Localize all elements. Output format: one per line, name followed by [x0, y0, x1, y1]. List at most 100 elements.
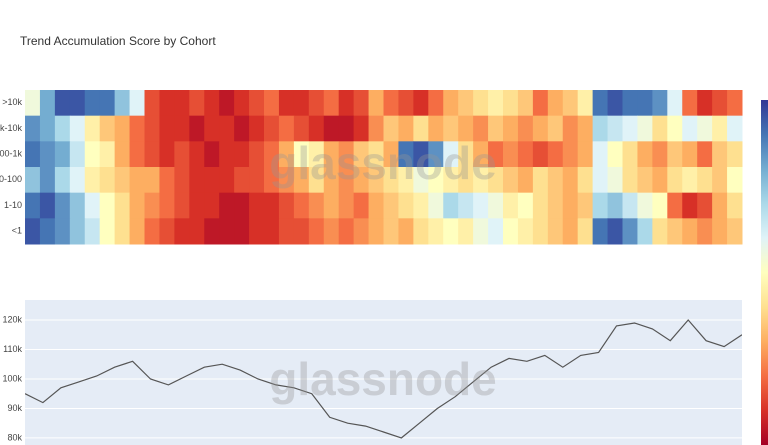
- heat-cell: [652, 115, 668, 142]
- heat-cell: [174, 90, 190, 117]
- heat-cell: [25, 192, 41, 219]
- heat-cell: [667, 90, 683, 117]
- heat-cell: [682, 218, 698, 245]
- heat-cell: [249, 141, 265, 168]
- heat-cell: [234, 192, 250, 219]
- heat-cell: [697, 141, 713, 168]
- heat-cell: [338, 192, 355, 219]
- heat-cell: [54, 218, 71, 245]
- heat-cell: [622, 192, 638, 219]
- heat-cell: [204, 141, 220, 168]
- heat-cell: [517, 90, 534, 117]
- heat-cell: [503, 167, 519, 194]
- watermark: glassnode: [269, 137, 497, 189]
- heat-cell: [383, 90, 399, 117]
- heat-cell: [234, 167, 250, 194]
- heat-cell: [84, 90, 101, 117]
- heat-cell: [159, 90, 175, 117]
- heat-cell: [278, 141, 295, 168]
- heat-cell: [383, 167, 399, 194]
- heat-cell: [264, 141, 280, 168]
- heat-cell: [697, 90, 713, 117]
- heat-cell: [159, 218, 175, 245]
- heat-cell: [69, 90, 86, 117]
- y-tick-label: 90k: [7, 403, 22, 413]
- heat-cell: [368, 90, 384, 117]
- heat-cell: [562, 167, 579, 194]
- heat-cell: [159, 192, 175, 219]
- heat-cell: [712, 192, 728, 219]
- heat-cell: [159, 167, 175, 194]
- heat-cell: [562, 141, 579, 168]
- heat-cell: [249, 218, 265, 245]
- heat-cell: [219, 192, 235, 219]
- heat-cell: [129, 115, 145, 142]
- heat-cell: [727, 141, 743, 168]
- heat-cell: [293, 141, 310, 168]
- heat-cell: [443, 115, 459, 142]
- heat-cell: [383, 192, 399, 219]
- heat-cell: [278, 115, 295, 142]
- heat-cell: [443, 192, 459, 219]
- heat-cell: [503, 90, 519, 117]
- heat-cell: [234, 90, 250, 117]
- heat-cell: [443, 90, 459, 117]
- heat-cell: [607, 192, 623, 219]
- heat-cell: [592, 218, 609, 245]
- heat-cell: [473, 90, 489, 117]
- heat-cell: [652, 141, 668, 168]
- heat-cell: [652, 218, 668, 245]
- heat-cell: [159, 115, 175, 142]
- heat-cell: [637, 141, 653, 168]
- heat-cell: [54, 192, 71, 219]
- heat-cell: [144, 90, 160, 117]
- heat-cell: [144, 141, 160, 168]
- heat-cell: [682, 115, 698, 142]
- heat-cell: [174, 167, 190, 194]
- heat-cell: [577, 192, 594, 219]
- heat-cell: [204, 90, 220, 117]
- y-tick-label: 120k: [2, 314, 22, 324]
- heat-cell: [84, 192, 101, 219]
- heat-cell: [428, 90, 444, 117]
- watermark: glassnode: [269, 353, 497, 405]
- heat-cell: [114, 218, 131, 245]
- heat-cell: [99, 218, 116, 245]
- heat-cell: [189, 115, 205, 142]
- heat-cell: [652, 167, 668, 194]
- heat-cell: [264, 192, 280, 219]
- heat-cell: [69, 167, 86, 194]
- heat-cell: [488, 167, 504, 194]
- heat-cell: [547, 141, 564, 168]
- heat-cell: [84, 218, 101, 245]
- heat-cell: [249, 167, 265, 194]
- heat-cell: [249, 115, 265, 142]
- heat-cell: [697, 115, 713, 142]
- heat-cell: [69, 141, 86, 168]
- heat-cell: [204, 192, 220, 219]
- heat-cell: [219, 218, 235, 245]
- heat-cell: [682, 90, 698, 117]
- heat-cell: [189, 167, 205, 194]
- heat-cell: [338, 141, 355, 168]
- heat-cell: [368, 167, 384, 194]
- line-plot: [25, 319, 742, 439]
- heat-cell: [592, 90, 609, 117]
- heat-cell: [99, 90, 116, 117]
- heat-cell: [517, 141, 534, 168]
- heat-cell: [204, 218, 220, 245]
- heat-cell: [69, 192, 86, 219]
- heat-cell: [667, 167, 683, 194]
- heat-cell: [278, 167, 295, 194]
- heat-cell: [532, 218, 549, 245]
- heat-cell: [114, 167, 131, 194]
- heat-cell: [308, 141, 325, 168]
- heat-cell: [458, 90, 474, 117]
- heat-cell: [577, 218, 594, 245]
- heat-cell: [54, 90, 71, 117]
- heat-cell: [25, 90, 41, 117]
- heat-cell: [338, 167, 355, 194]
- heat-cell: [458, 167, 474, 194]
- heat-cell: [219, 167, 235, 194]
